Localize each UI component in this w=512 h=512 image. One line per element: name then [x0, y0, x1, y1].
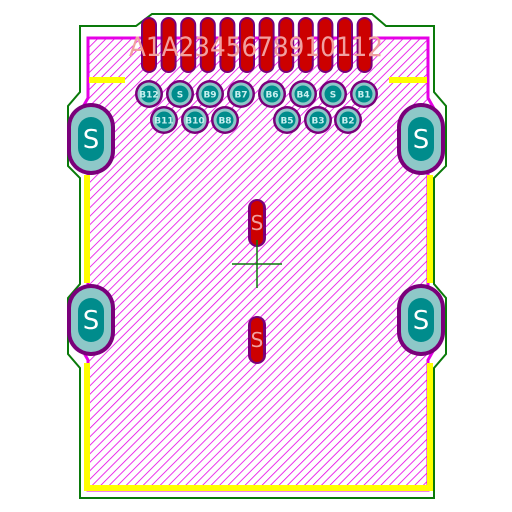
- row1-pad-4: B6: [258, 80, 286, 108]
- row1-pad-5: B4: [289, 80, 317, 108]
- shield-pad-label: S: [83, 306, 100, 336]
- top-pad-a7: [258, 17, 275, 73]
- row2-pad-label: B8: [218, 117, 231, 127]
- center-slots: SS: [248, 199, 266, 364]
- top-pad-a10: [317, 17, 334, 73]
- row1-pad-6: S: [319, 80, 347, 108]
- row2-pad-label: B3: [311, 117, 324, 127]
- shield-pad-label: S: [413, 306, 430, 336]
- row2-pad-label: B11: [154, 117, 173, 127]
- row1-pad-0: B12: [135, 80, 163, 108]
- row2-pad-1: B10: [181, 106, 209, 134]
- row2-pad-2: B8: [211, 106, 239, 134]
- top-pad-row: [141, 17, 373, 73]
- top-pad-a12: [356, 17, 373, 73]
- row1-pad-label: B1: [357, 91, 370, 101]
- top-pad-a6: [239, 17, 255, 73]
- board-outline: [67, 13, 447, 499]
- pad-row-upper: B12 S B9 B7 B6 B4 S B1: [135, 80, 378, 108]
- shield-pad-label: S: [83, 125, 100, 155]
- shield-top-right: S: [397, 103, 445, 175]
- row1-pad-label: S: [330, 91, 336, 101]
- slot-upper: S: [248, 199, 266, 247]
- row1-pad-2: B9: [196, 80, 224, 108]
- shield-top-left: S: [67, 103, 115, 175]
- top-pad-a9: [297, 17, 314, 73]
- top-pad-labels: A1A2345678910112: [129, 32, 383, 63]
- top-pad-a2: [160, 17, 177, 73]
- top-pad-a3: [180, 17, 197, 73]
- row1-pad-label: B6: [265, 91, 278, 101]
- row1-pad-label: B7: [234, 91, 247, 101]
- row2-pad-4: B3: [304, 106, 332, 134]
- shield-pad-label: S: [413, 125, 430, 155]
- row2-pad-label: B2: [341, 117, 354, 127]
- row1-pad-3: B7: [227, 80, 255, 108]
- top-pad-a1: [141, 17, 157, 73]
- top-pad-a11: [337, 17, 353, 73]
- top-pad-a8: [278, 17, 295, 73]
- silkscreen-lines: [84, 77, 433, 491]
- top-pad-a5: [219, 17, 236, 73]
- pad-row-lower: B11 B10 B8 B5 B3 B2: [150, 106, 362, 134]
- slot-lower: S: [248, 316, 266, 364]
- row1-pad-label: B4: [296, 91, 309, 101]
- row2-pad-5: B2: [334, 106, 362, 134]
- shield-pads: S S S S: [67, 103, 445, 356]
- row2-pad-label: B10: [185, 117, 204, 127]
- row1-pad-label: B12: [139, 91, 158, 101]
- row1-pad-label: B9: [203, 91, 216, 101]
- row2-pad-3: B5: [273, 106, 301, 134]
- shield-bottom-left: S: [67, 284, 115, 356]
- row2-pad-0: B11: [150, 106, 178, 134]
- row1-pad-1: S: [166, 80, 194, 108]
- slot-label: S: [251, 211, 264, 235]
- row2-pad-label: B5: [280, 117, 293, 127]
- top-pad-a4: [199, 17, 216, 73]
- row1-pad-7: B1: [350, 80, 378, 108]
- slot-label: S: [251, 328, 264, 352]
- crosshair-icon: [232, 240, 282, 288]
- row1-pad-label: S: [177, 91, 183, 101]
- shield-bottom-right: S: [397, 284, 445, 356]
